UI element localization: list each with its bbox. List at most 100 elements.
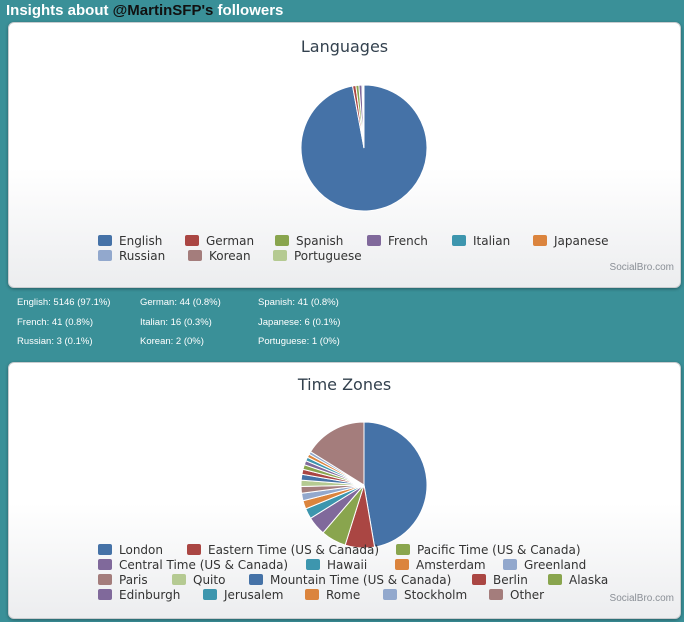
language-stat: Portuguese: 1 (0%) xyxy=(258,336,340,347)
legend-label: English xyxy=(119,233,163,248)
legend-label: Jerusalem xyxy=(224,587,284,602)
legend-label: Russian xyxy=(119,248,166,263)
legend-swatch xyxy=(489,589,503,600)
legend-label: Berlin xyxy=(493,572,528,587)
languages-chart-panel: Languages English German Spanish French Ital… xyxy=(8,22,681,288)
language-stat: English: 5146 (97.1%) xyxy=(17,297,111,308)
languages-legend-item-japanese[interactable]: Japanese xyxy=(533,233,609,248)
title-suffix: followers xyxy=(213,2,284,19)
timezones-legend-item-jerusalem[interactable]: Jerusalem xyxy=(203,587,283,602)
legend-label: Other xyxy=(510,587,545,602)
timezones-legend-item-edinburgh[interactable]: Edinburgh xyxy=(98,587,180,602)
page-title: Insights about @MartinSFP's followers xyxy=(6,2,283,19)
legend-label: German xyxy=(206,233,255,248)
timezones-legend-item-pacific-time-us-canada[interactable]: Pacific Time (US & Canada) xyxy=(396,542,581,557)
timezones-legend-item-amsterdam[interactable]: Amsterdam xyxy=(395,557,486,572)
legend-label: London xyxy=(119,542,163,557)
legend-swatch xyxy=(383,589,397,600)
legend-label: Stockholm xyxy=(404,587,468,602)
timezones-slice-other[interactable] xyxy=(309,421,365,486)
languages-legend: English German Spanish French Italian Japanes… xyxy=(9,23,680,287)
legend-swatch xyxy=(98,589,112,600)
legend-swatch xyxy=(305,589,319,600)
timezones-legend: London Eastern Time (US & Canada) Pacific … xyxy=(9,363,680,618)
legend-label: Eastern Time (US & Canada) xyxy=(208,542,380,557)
legend-swatch xyxy=(98,574,112,585)
languages-chart-title: Languages xyxy=(300,37,389,56)
timezones-legend-item-berlin[interactable]: Berlin xyxy=(472,572,528,587)
legend-swatch xyxy=(533,235,547,246)
legend-label: Quito xyxy=(193,572,226,587)
legend-label: French xyxy=(388,233,428,248)
legend-swatch xyxy=(188,250,202,261)
timezones-legend-item-quito[interactable]: Quito xyxy=(172,572,225,587)
legend-label: Paris xyxy=(119,572,148,587)
language-stat: French: 41 (0.8%) xyxy=(17,317,94,328)
legend-label: Japanese xyxy=(554,233,609,248)
language-stat: Italian: 16 (0.3%) xyxy=(140,317,212,328)
legend-swatch xyxy=(98,544,112,555)
legend-label: Korean xyxy=(209,248,251,263)
languages-legend-item-portuguese[interactable]: Portuguese xyxy=(273,248,362,263)
legend-label: Pacific Time (US & Canada) xyxy=(417,542,581,557)
timezones-legend-item-alaska[interactable]: Alaska xyxy=(548,572,608,587)
languages-legend-item-english[interactable]: English xyxy=(98,233,162,248)
timezones-legend-item-greenland[interactable]: Greenland xyxy=(503,557,586,572)
legend-swatch xyxy=(472,574,486,585)
timezones-pie xyxy=(300,421,428,549)
legend-label: Italian xyxy=(473,233,511,248)
timezones-legend-item-mountain-time-us-canada[interactable]: Mountain Time (US & Canada) xyxy=(249,572,451,587)
legend-label: Spanish xyxy=(296,233,344,248)
legend-swatch xyxy=(249,574,263,585)
languages-legend-item-spanish[interactable]: Spanish xyxy=(275,233,343,248)
legend-label: Mountain Time (US & Canada) xyxy=(270,572,452,587)
timezones-chart-panel: Time Zones London Eastern Time (US & Cana… xyxy=(8,362,681,619)
legend-swatch xyxy=(395,559,409,570)
timezones-slice-london[interactable] xyxy=(363,421,428,548)
legend-swatch xyxy=(396,544,410,555)
legend-label: Greenland xyxy=(524,557,587,572)
language-stat: Japanese: 6 (0.1%) xyxy=(258,317,341,328)
timezones-chart-title: Time Zones xyxy=(297,375,392,394)
legend-label: Rome xyxy=(326,587,361,602)
timezones-legend-item-central-time-us-canada[interactable]: Central Time (US & Canada) xyxy=(98,557,288,572)
legend-swatch xyxy=(172,574,186,585)
languages-pie xyxy=(300,84,428,212)
timezones-legend-item-other[interactable]: Other xyxy=(489,587,544,602)
legend-swatch xyxy=(273,250,287,261)
legend-swatch xyxy=(503,559,517,570)
legend-label: Portuguese xyxy=(294,248,362,263)
timezones-legend-item-london[interactable]: London xyxy=(98,542,163,557)
languages-legend-item-italian[interactable]: Italian xyxy=(452,233,510,248)
timezones-legend-item-paris[interactable]: Paris xyxy=(98,572,148,587)
languages-legend-item-german[interactable]: German xyxy=(185,233,254,248)
legend-swatch xyxy=(98,559,112,570)
legend-swatch xyxy=(275,235,289,246)
timezones-legend-item-eastern-time-us-canada[interactable]: Eastern Time (US & Canada) xyxy=(187,542,379,557)
legend-swatch xyxy=(367,235,381,246)
languages-legend-item-french[interactable]: French xyxy=(367,233,428,248)
language-stat: Spanish: 41 (0.8%) xyxy=(258,297,339,308)
legend-label: Hawaii xyxy=(327,557,368,572)
legend-swatch xyxy=(203,589,217,600)
credits-link[interactable]: SocialBro.com xyxy=(609,262,674,273)
legend-label: Central Time (US & Canada) xyxy=(119,557,289,572)
language-stat: Russian: 3 (0.1%) xyxy=(17,336,93,347)
twitter-handle[interactable]: @MartinSFP's xyxy=(112,2,214,19)
timezones-legend-item-hawaii[interactable]: Hawaii xyxy=(306,557,367,572)
languages-legend-item-russian[interactable]: Russian xyxy=(98,248,165,263)
legend-label: Edinburgh xyxy=(119,587,181,602)
legend-swatch xyxy=(548,574,562,585)
legend-swatch xyxy=(452,235,466,246)
languages-legend-item-korean[interactable]: Korean xyxy=(188,248,251,263)
legend-swatch xyxy=(185,235,199,246)
legend-swatch xyxy=(98,250,112,261)
language-stat: German: 44 (0.8%) xyxy=(140,297,221,308)
title-prefix: Insights about xyxy=(6,2,113,19)
timezones-legend-item-rome[interactable]: Rome xyxy=(305,587,360,602)
legend-label: Alaska xyxy=(569,572,609,587)
language-stat: Korean: 2 (0%) xyxy=(140,336,204,347)
credits-link[interactable]: SocialBro.com xyxy=(609,593,674,604)
legend-swatch xyxy=(187,544,201,555)
timezones-legend-item-stockholm[interactable]: Stockholm xyxy=(383,587,467,602)
